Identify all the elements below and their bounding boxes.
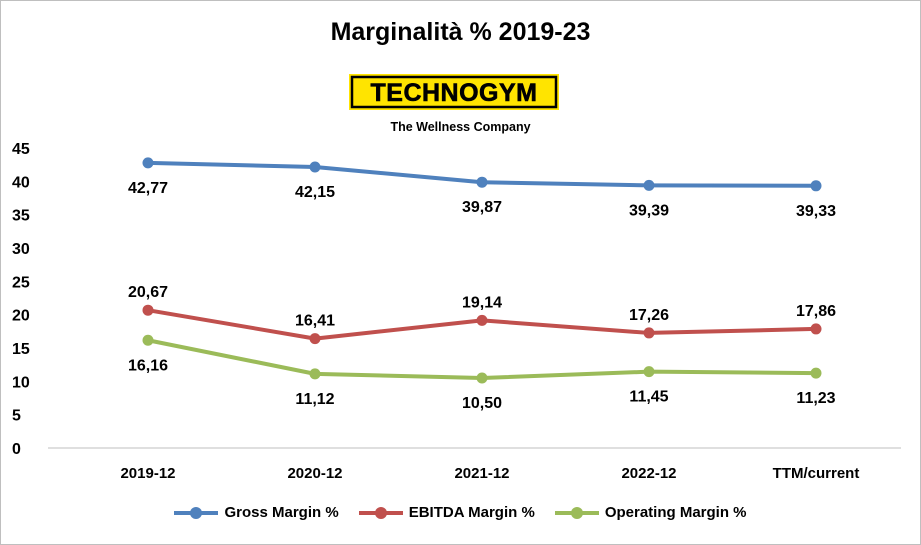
data-label: 17,86 — [796, 303, 836, 320]
y-tick-label: 0 — [12, 441, 21, 458]
x-tick-label: 2022-12 — [621, 465, 676, 482]
y-tick-label: 20 — [12, 308, 30, 325]
data-label: 11,45 — [629, 389, 668, 406]
data-point — [142, 334, 154, 346]
data-label: 39,87 — [462, 199, 502, 216]
data-label: 42,77 — [128, 180, 168, 197]
data-label: 19,14 — [462, 294, 502, 311]
data-label: 42,15 — [295, 184, 335, 201]
logo-tagline: The Wellness Company — [390, 120, 531, 134]
data-label: 17,26 — [629, 307, 669, 324]
legend-marker — [358, 506, 403, 519]
y-tick-label: 30 — [12, 241, 30, 258]
legend-entry: Gross Margin % — [174, 504, 339, 521]
data-label: 16,41 — [295, 313, 335, 330]
legend-marker — [174, 506, 219, 519]
data-label: 39,33 — [796, 203, 836, 220]
logo-wordmark: TECHNOGYM — [371, 79, 538, 107]
x-tick-label: 2019-12 — [120, 465, 175, 482]
legend-entry: Operating Margin % — [554, 504, 747, 521]
data-point — [309, 333, 321, 345]
data-point — [476, 176, 488, 188]
data-point — [476, 372, 488, 384]
data-label: 11,23 — [796, 390, 835, 407]
chart-title: Marginalità % 2019-23 — [330, 18, 591, 46]
data-point — [476, 314, 488, 326]
data-point — [142, 157, 154, 169]
y-tick-label: 40 — [12, 174, 30, 191]
chart-legend: Gross Margin % EBITDA Margin % Operating M… — [0, 504, 921, 521]
data-point — [810, 180, 822, 192]
legend-label: Gross Margin % — [224, 504, 339, 521]
x-tick-label: TTM/current — [773, 465, 860, 482]
data-point — [810, 323, 822, 335]
legend-entry: EBITDA Margin % — [358, 504, 535, 521]
y-tick-label: 25 — [12, 274, 30, 291]
series-line — [146, 338, 818, 380]
data-point — [643, 179, 655, 191]
data-label: 20,67 — [128, 284, 168, 301]
x-tick-label: 2020-12 — [287, 465, 342, 482]
y-tick-label: 5 — [12, 408, 21, 425]
y-tick-label: 45 — [12, 141, 30, 158]
y-tick-label: 35 — [12, 208, 30, 225]
y-tick-label: 15 — [12, 341, 30, 358]
data-label: 39,39 — [629, 202, 669, 219]
data-point — [142, 304, 154, 316]
data-point — [810, 367, 822, 379]
legend-label: EBITDA Margin % — [408, 504, 535, 521]
data-point — [643, 327, 655, 339]
technogym-logo: TECHNOGYM — [349, 74, 559, 110]
data-label: 16,16 — [128, 357, 168, 374]
y-tick-label: 10 — [12, 374, 30, 391]
data-label: 10,50 — [462, 395, 502, 412]
data-point — [309, 161, 321, 173]
data-label: 11,12 — [295, 391, 334, 408]
legend-marker — [554, 506, 599, 519]
data-point — [643, 366, 655, 378]
x-tick-label: 2021-12 — [454, 465, 509, 482]
legend-label: Operating Margin % — [604, 504, 747, 521]
data-point — [309, 368, 321, 380]
